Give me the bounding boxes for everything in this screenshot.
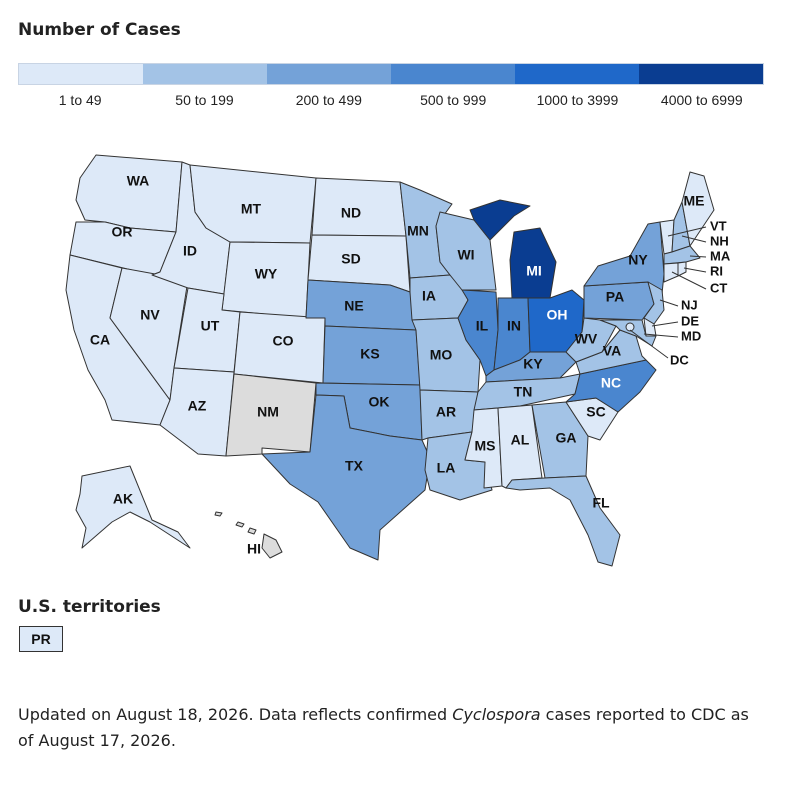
legend-swatch-6 [639, 64, 763, 84]
territory-pr[interactable]: PR [19, 626, 63, 652]
legend-label-1: 1 to 49 [58, 92, 102, 108]
state-label-wv: WV [575, 331, 598, 347]
state-label-sc: SC [586, 404, 605, 420]
state-ak[interactable] [75, 465, 191, 549]
leader-ma [689, 255, 707, 258]
state-dc[interactable] [625, 322, 635, 332]
state-label-nh: NH [710, 233, 729, 248]
state-label-md: MD [681, 328, 701, 343]
leader-vt [667, 226, 707, 237]
state-label-tx: TX [345, 458, 364, 474]
leader-ct [671, 271, 707, 290]
state-ga[interactable] [531, 401, 589, 479]
state-label-nj: NJ [681, 297, 698, 312]
state-label-me: ME [684, 193, 705, 209]
state-label-hi: HI [247, 541, 261, 557]
state-label-ny: NY [628, 252, 648, 268]
state-label-mo: MO [430, 347, 453, 363]
state-label-ri: RI [710, 263, 723, 278]
legend-color-bar [18, 63, 764, 85]
legend-swatch-4 [391, 64, 515, 84]
state-label-vt: VT [710, 218, 727, 233]
legend-label-2: 50 to 199 [175, 92, 234, 108]
footnote: Updated on August 18, 2026. Data reflect… [18, 702, 768, 754]
state-label-ia: IA [422, 288, 436, 304]
state-label-wa: WA [127, 173, 150, 189]
state-label-pa: PA [606, 289, 624, 305]
state-label-in: IN [507, 318, 521, 334]
state-label-dc: DC [670, 352, 689, 367]
state-ct[interactable] [663, 262, 679, 283]
state-label-tn: TN [514, 384, 533, 400]
legend-swatch-2 [143, 64, 267, 84]
state-label-nc: NC [601, 375, 621, 391]
legend-label-4: 500 to 999 [420, 92, 487, 108]
state-label-nd: ND [341, 205, 361, 221]
leader-md [643, 333, 679, 338]
footnote-organism: Cyclospora [452, 705, 541, 724]
state-label-mi: MI [526, 263, 542, 279]
leader-nh [681, 235, 707, 243]
state-label-wy: WY [255, 266, 278, 282]
state-va[interactable] [575, 329, 647, 375]
state-label-ma: MA [710, 248, 731, 263]
state-label-ne: NE [344, 298, 363, 314]
state-label-ut: UT [201, 318, 220, 334]
state-label-id: ID [183, 243, 197, 259]
state-label-ok: OK [369, 394, 390, 410]
state-label-fl: FL [592, 495, 610, 511]
state-il[interactable] [457, 289, 499, 377]
state-label-co: CO [273, 333, 294, 349]
state-tx[interactable] [261, 394, 431, 561]
leader-de [651, 321, 679, 327]
state-label-wi: WI [457, 247, 474, 263]
state-me[interactable] [681, 171, 715, 247]
state-wa[interactable] [75, 154, 183, 233]
state-label-il: IL [476, 318, 489, 334]
state-label-oh: OH [547, 307, 568, 323]
state-fl[interactable] [505, 475, 621, 567]
leader-ri [683, 267, 707, 273]
legend-swatch-5 [515, 64, 639, 84]
us-choropleth-map: WA OR CA NV ID MT WY UT CO AZ NM ND SD N… [65, 154, 731, 567]
state-label-la: LA [437, 460, 456, 476]
state-label-ca: CA [90, 332, 110, 348]
legend-swatch-1 [19, 64, 143, 84]
legend-label-6: 4000 to 6999 [660, 92, 743, 108]
legend-title: Number of Cases [18, 20, 181, 40]
state-label-sd: SD [341, 251, 360, 267]
state-label-ks: KS [360, 346, 379, 362]
state-label-ky: KY [523, 356, 543, 372]
legend-label-3: 200 to 499 [295, 92, 362, 108]
state-label-nm: NM [257, 404, 279, 420]
state-label-de: DE [681, 313, 699, 328]
state-label-ga: GA [556, 430, 577, 446]
state-label-ak: AK [113, 491, 133, 507]
state-label-ar: AR [436, 404, 456, 420]
leader-dc [629, 329, 669, 359]
legend-label-5: 1000 to 3999 [536, 92, 619, 108]
leader-nj [659, 299, 679, 307]
footnote-suffix: cases reported to CDC as of August 17, 2… [18, 705, 749, 750]
state-label-nv: NV [140, 307, 160, 323]
state-label-va: VA [603, 343, 621, 359]
footnote-prefix: Updated on August 18, 2026. Data reflect… [18, 705, 453, 724]
state-label-mt: MT [241, 201, 262, 217]
state-label-ct: CT [710, 280, 727, 295]
state-label-mn: MN [407, 223, 429, 239]
state-ny[interactable] [583, 221, 665, 295]
territories-title: U.S. territories [18, 597, 161, 617]
state-label-ms: MS [475, 438, 496, 454]
state-label-al: AL [511, 432, 530, 448]
legend-swatch-3 [267, 64, 391, 84]
legend-labels: 1 to 49 50 to 199 200 to 499 500 to 999 … [18, 92, 764, 108]
state-az[interactable] [159, 367, 235, 457]
state-hi[interactable] [214, 511, 283, 559]
state-label-or: OR [112, 224, 133, 240]
state-label-az: AZ [188, 398, 207, 414]
state-ri[interactable] [677, 261, 687, 277]
